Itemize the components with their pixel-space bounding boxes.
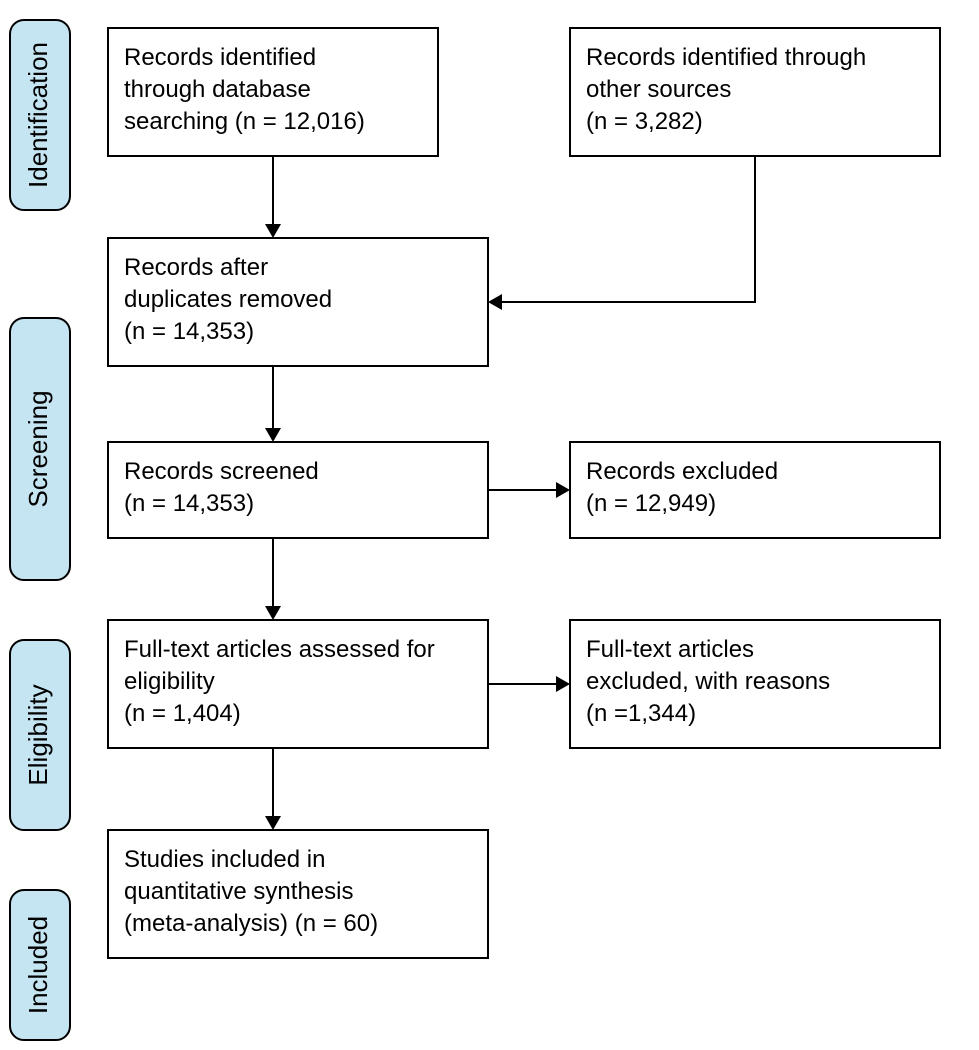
box-text-included-box-line1: quantitative synthesis (124, 878, 353, 905)
box-text-db-search-line2: searching (n = 12,016) (124, 108, 365, 135)
box-text-dedup-line2: (n = 14,353) (124, 318, 254, 345)
box-text-other-src-line0: Records identified through (586, 44, 866, 71)
stage-label-screening: Screening (23, 390, 53, 507)
box-text-fulltext-line1: eligibility (124, 668, 215, 695)
arrowhead (488, 294, 502, 310)
arrowhead (265, 428, 281, 442)
arrowhead (556, 676, 570, 692)
box-text-included-box-line2: (meta-analysis) (n = 60) (124, 910, 378, 937)
box-text-excluded-ft-line0: Full-text articles (586, 636, 754, 663)
box-text-excluded-scr-line1: (n = 12,949) (586, 490, 716, 517)
stage-label-identification: Identification (23, 42, 53, 188)
arrowhead (265, 224, 281, 238)
arrowhead (265, 816, 281, 830)
box-text-dedup-line1: duplicates removed (124, 286, 332, 313)
box-text-db-search-line1: through database (124, 76, 311, 103)
box-text-fulltext-line2: (n = 1,404) (124, 700, 241, 727)
arrow-a-other-dedup (500, 156, 755, 302)
box-text-included-box-line0: Studies included in (124, 846, 325, 873)
arrowhead (265, 606, 281, 620)
stage-label-eligibility: Eligibility (23, 684, 53, 785)
arrowhead (556, 482, 570, 498)
box-text-fulltext-line0: Full-text articles assessed for (124, 636, 435, 663)
box-text-dedup-line0: Records after (124, 254, 268, 281)
box-text-db-search-line0: Records identified (124, 44, 316, 71)
box-text-screened-line0: Records screened (124, 458, 319, 485)
stage-label-included: Included (23, 916, 53, 1014)
box-text-other-src-line1: other sources (586, 76, 731, 103)
box-text-excluded-ft-line2: (n =1,344) (586, 700, 696, 727)
box-text-excluded-scr-line0: Records excluded (586, 458, 778, 485)
box-text-other-src-line2: (n = 3,282) (586, 108, 703, 135)
box-text-screened-line1: (n = 14,353) (124, 490, 254, 517)
box-text-excluded-ft-line1: excluded, with reasons (586, 668, 830, 695)
